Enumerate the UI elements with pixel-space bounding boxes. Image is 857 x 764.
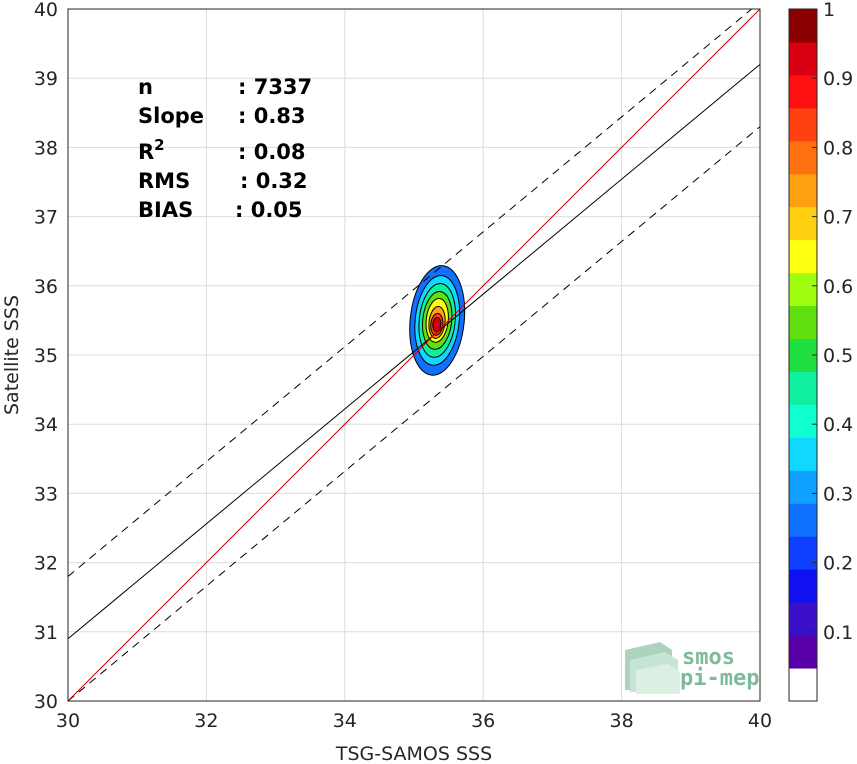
colorbar-swatch (789, 41, 817, 76)
stat-superscript: 2 (154, 136, 164, 154)
colorbar-swatch (789, 371, 817, 405)
y-tick-label: 30 (34, 691, 58, 713)
colorbar-swatch (789, 635, 817, 669)
stat-value: : 0.83 (238, 104, 306, 128)
colorbar-swatch (789, 569, 817, 603)
colorbar-tick-label: 0.9 (823, 68, 853, 90)
y-tick-label: 36 (34, 276, 58, 298)
colorbar-swatch (789, 239, 817, 274)
colorbar-tick-label: 0.7 (823, 207, 853, 229)
statistics-box: n : 7337 Slope : 0.83 R2 : 0.08 RMS : 0.32 BIAS:… (138, 75, 312, 222)
y-tick-label: 32 (34, 553, 58, 575)
colorbar-tick-label: 0.2 (823, 553, 853, 575)
colorbar-tick-label: 0.6 (823, 276, 853, 298)
y-tick-labels: 30 31 32 33 34 35 36 37 38 39 40 (34, 0, 58, 713)
colorbar-swatch (789, 305, 817, 340)
regression-lines (68, 9, 760, 701)
upper-bound-line (68, 9, 753, 577)
y-tick-label: 39 (34, 68, 58, 90)
y-tick-label: 38 (34, 137, 58, 159)
logo-text-pimep: pi-mep (680, 666, 759, 691)
colorbar-swatch (789, 272, 817, 307)
x-axis-label: TSG-SAMOS SSS (335, 743, 492, 764)
stat-value: : 0.08 (238, 140, 306, 164)
density-contours (409, 265, 466, 376)
y-tick-label: 33 (34, 483, 58, 505)
stat-label: Slope (138, 104, 204, 128)
colorbar-tick-label: 0.4 (823, 414, 853, 436)
colorbar-tick-label: 0.1 (823, 622, 853, 644)
colorbar-tick-label: 1 (823, 0, 835, 21)
smos-pimep-logo: smos pi-mep (625, 642, 759, 694)
identity-line (68, 9, 760, 701)
stat-label: R2 (138, 136, 165, 164)
x-tick-label: 32 (194, 710, 218, 732)
colorbar-tick-label: 0.8 (823, 137, 853, 159)
stat-value: : 7337 (238, 75, 312, 99)
y-axis-label: Satellite SSS (1, 295, 23, 415)
colorbar-swatch (789, 9, 817, 43)
x-tick-label: 40 (748, 710, 772, 732)
density-contour (432, 316, 442, 332)
colorbar: 0.1 0.2 0.3 0.4 0.5 0.6 0.7 0.8 0.9 1 (788, 0, 853, 702)
colorbar-swatch (789, 602, 817, 636)
grid (67, 8, 761, 702)
colorbar-swatch (789, 437, 817, 471)
stat-label: n (138, 75, 153, 99)
x-tick-label: 34 (333, 710, 357, 732)
stat-value: : 0.05 (235, 198, 303, 222)
plot-frame (67, 8, 761, 702)
y-tick-label: 31 (34, 622, 58, 644)
colorbar-swatch (789, 173, 817, 208)
x-tick-labels: 30 32 34 36 38 40 (56, 710, 772, 732)
x-tick-label: 30 (56, 710, 80, 732)
y-tick-label: 34 (34, 414, 58, 436)
colorbar-swatch (789, 107, 817, 142)
y-tick-label: 35 (34, 345, 58, 367)
colorbar-swatch (789, 206, 817, 241)
y-tick-label: 40 (34, 0, 58, 21)
stat-label: RMS (138, 169, 190, 193)
colorbar-swatch (789, 470, 817, 504)
colorbar-swatch (789, 74, 817, 109)
colorbar-swatch (789, 536, 817, 570)
fit-line (68, 63, 760, 640)
colorbar-swatch (789, 140, 817, 175)
colorbar-tick-label: 0.3 (823, 483, 853, 505)
x-tick-label: 36 (471, 710, 495, 732)
stat-value: : 0.32 (240, 169, 308, 193)
stat-label: BIAS (138, 198, 193, 222)
colorbar-swatch (789, 668, 817, 702)
colorbar-swatch (789, 503, 817, 537)
lower-bound-line (68, 126, 760, 701)
logo-mark-icon (625, 642, 680, 694)
logo-text-smos: smos (682, 645, 735, 670)
colorbar-tick-label: 0.5 (823, 345, 853, 367)
x-tick-label: 38 (610, 710, 634, 732)
colorbar-swatch (789, 404, 817, 438)
y-tick-label: 37 (34, 207, 58, 229)
